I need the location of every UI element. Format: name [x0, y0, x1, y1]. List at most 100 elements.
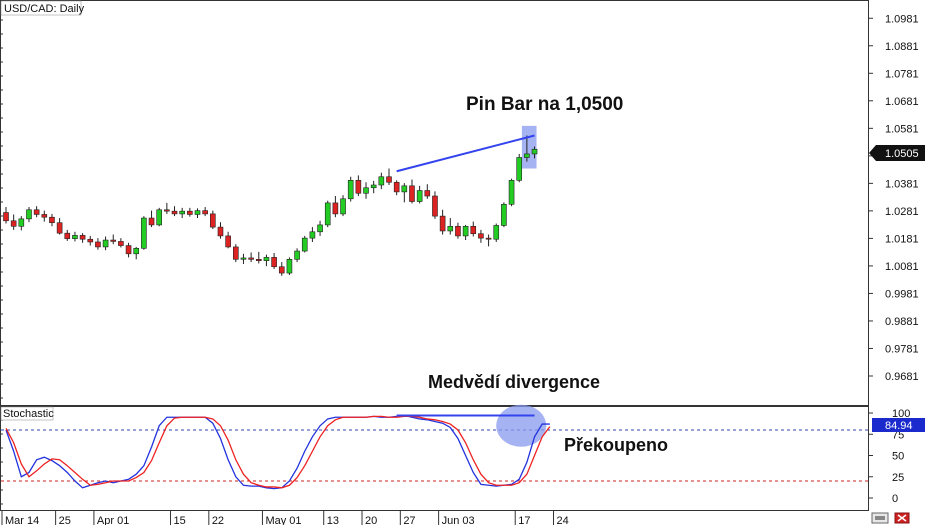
candle	[340, 195, 346, 217]
candle	[118, 238, 124, 248]
candle	[309, 227, 316, 242]
candle	[248, 252, 254, 263]
stochastic-axis-label: 100	[892, 408, 910, 420]
candle	[110, 234, 117, 245]
stochastic-axis-label: 25	[892, 472, 904, 484]
candle-body-bear	[278, 266, 285, 274]
candle	[317, 220, 323, 236]
candle	[225, 231, 231, 249]
candle-body-bull	[324, 202, 331, 226]
candle-body-bear	[470, 225, 477, 235]
candle	[447, 218, 454, 235]
current-price-tag: 1.0505	[869, 145, 925, 161]
candle	[133, 246, 140, 260]
stochastic-title-bg	[0, 406, 54, 421]
candle	[455, 222, 461, 239]
candle-body-bull	[317, 224, 323, 233]
stochastic-axis-label: 75	[892, 429, 904, 441]
candle-body-bear	[355, 180, 362, 194]
time-axis-label: 15	[174, 515, 186, 525]
candle	[324, 200, 331, 228]
current-stochastic-label: 84.94	[885, 420, 913, 432]
candle	[271, 252, 277, 269]
candle	[87, 235, 94, 246]
candle-body-bear	[118, 241, 124, 246]
candle	[41, 210, 48, 222]
candle-body-bull	[416, 190, 423, 202]
candle-body-bear	[409, 185, 415, 202]
candle-body-bear	[233, 246, 239, 260]
candle	[501, 202, 507, 228]
candle-body-bear	[79, 235, 86, 240]
candle	[263, 254, 270, 267]
candle	[409, 179, 415, 204]
candle-body-bear	[393, 181, 400, 193]
candle-body-bull	[501, 203, 507, 226]
time-axis-label: Mar 14	[5, 515, 39, 525]
time-axis-label: May 01	[265, 515, 301, 525]
candle	[141, 216, 147, 250]
candle-body-bear	[202, 210, 208, 215]
candle-body-bull	[493, 225, 500, 240]
candle	[3, 207, 9, 224]
candle	[432, 191, 438, 219]
candle-body-bear	[424, 190, 431, 197]
candle	[347, 176, 354, 202]
candle-body-bear	[171, 210, 178, 215]
candle-body-bear	[210, 213, 216, 228]
candle-body-bear	[148, 217, 155, 226]
candle	[210, 210, 216, 230]
candle	[255, 251, 262, 264]
candle-body-bear	[125, 245, 132, 255]
divergence-annotation: Medvědí divergence	[428, 372, 600, 392]
candle	[10, 214, 17, 230]
overbought-annotation: Překoupeno	[564, 435, 668, 455]
candle	[439, 209, 446, 235]
price-axis: 1.09811.08811.07811.06811.05811.04811.03…	[868, 13, 919, 383]
candle-body-bear	[187, 210, 193, 215]
price-axis-label: 1.0981	[885, 13, 919, 25]
candle-body-bull	[401, 185, 408, 193]
candle	[416, 185, 423, 204]
candle-body-bull	[240, 257, 247, 260]
candle	[393, 180, 400, 196]
price-axis-label: 1.0681	[885, 96, 919, 108]
candle-body-bear	[64, 232, 71, 239]
candle-body-bear	[56, 222, 63, 234]
candle-body-bear	[49, 216, 55, 224]
time-axis-label: 24	[557, 515, 569, 525]
price-axis-label: 0.9881	[885, 316, 919, 328]
current-price-label: 1.0505	[885, 148, 919, 160]
scroll-icon[interactable]	[871, 512, 889, 524]
price-axis-label: 1.0281	[885, 206, 919, 218]
candle	[202, 207, 208, 217]
candle-body-bear	[95, 241, 101, 248]
time-axis-label: Apr 01	[97, 515, 129, 525]
candle	[424, 184, 431, 199]
candle-body-bear	[217, 226, 224, 237]
candle-body-bull	[156, 209, 162, 226]
candle	[516, 153, 523, 183]
overbought-highlight-circle	[496, 404, 547, 447]
left-edge-ticks	[0, 19, 3, 505]
candle	[64, 229, 71, 241]
candle	[79, 233, 86, 243]
price-panel-title: USD/CAD: Daily	[4, 3, 85, 15]
close-icon[interactable]	[894, 512, 910, 524]
candle	[240, 253, 247, 264]
candle	[286, 257, 293, 275]
candle	[125, 242, 132, 258]
candle-body-bull	[133, 248, 140, 255]
candle-body-bear	[248, 257, 254, 260]
candle-body-bull	[26, 209, 32, 220]
candle-body-bull	[524, 153, 530, 158]
candle-body-bull	[179, 210, 185, 215]
stochastic-k-line	[5, 414, 550, 490]
candle	[485, 234, 492, 247]
candle	[401, 183, 408, 203]
candle-body-bull	[347, 180, 354, 200]
candle	[171, 206, 178, 217]
candle	[217, 222, 224, 239]
candle-body-bear	[271, 257, 277, 268]
